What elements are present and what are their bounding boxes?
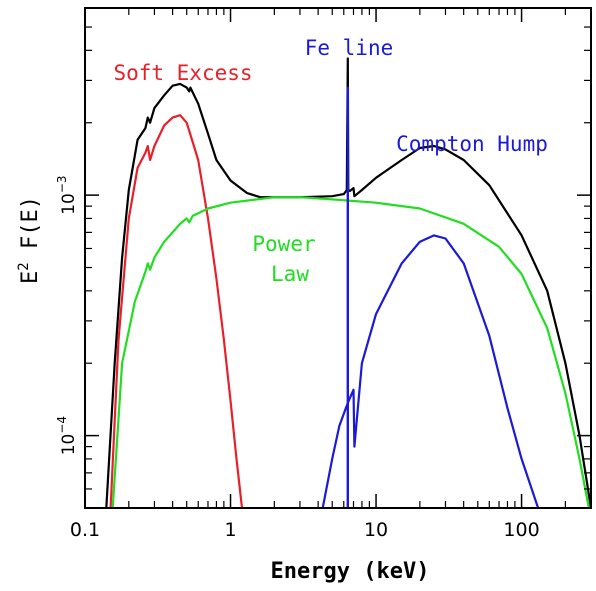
x-tick-label: 0.1 [70, 519, 100, 541]
y-axis-title: E2 F(E) [16, 196, 43, 284]
annotation-fe-line: Fe line [305, 36, 394, 60]
svg-text:10−4: 10−4 [55, 416, 79, 455]
svg-text:E2 F(E): E2 F(E) [16, 196, 43, 284]
series-power-line [111, 196, 590, 508]
series-compton-line [321, 234, 540, 508]
annotation-compton-hump: Compton Hump [396, 132, 548, 156]
annotation-power: Power [252, 232, 315, 256]
y-tick-label: 10−4 [55, 416, 79, 455]
x-tick-label: 1 [224, 519, 236, 541]
series-soft-line [109, 114, 244, 508]
y-tick-label: 10−3 [55, 175, 79, 214]
annotation-soft-excess: Soft Excess [113, 61, 252, 85]
x-tick-label: 100 [503, 519, 539, 541]
series-layer [105, 57, 591, 508]
plot-frame [84, 7, 592, 509]
annotation-law: Law [271, 262, 309, 286]
x-axis-title: Energy (keV) [271, 559, 430, 584]
labels-layer: 0.1 1 10 100 10−4 10−3 Energy (keV) E2 F(E) Soft… [16, 36, 548, 584]
svg-text:10−3: 10−3 [55, 175, 79, 214]
x-tick-label: 10 [364, 519, 388, 541]
ticks-layer [84, 7, 592, 509]
